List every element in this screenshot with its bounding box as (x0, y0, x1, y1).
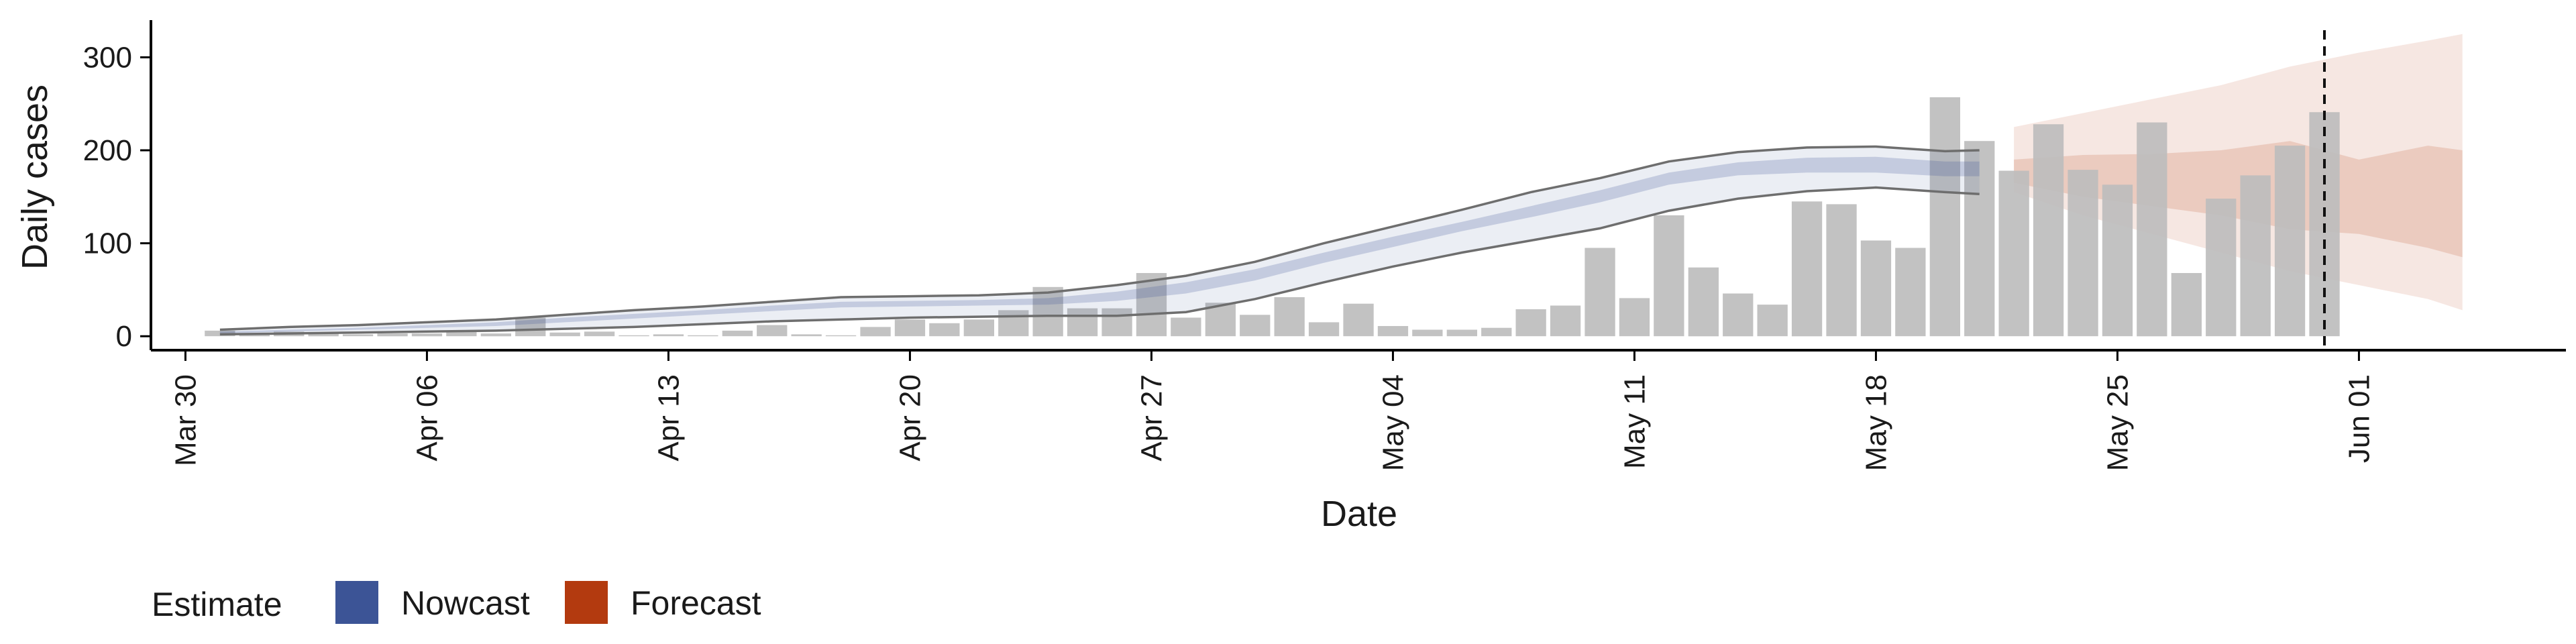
case-bar (688, 335, 718, 337)
case-bar (1688, 267, 1719, 337)
legend-swatch-nowcast (335, 581, 378, 624)
case-bar (1067, 308, 1098, 337)
case-bar (1171, 317, 1201, 337)
nowcast-inner-band (219, 156, 1980, 334)
nowcast-lower-line (219, 186, 1980, 336)
case-bar (377, 333, 408, 337)
case-bar (1757, 305, 1788, 337)
case-bar (894, 319, 926, 337)
case-bar (757, 325, 788, 337)
bars-layer (205, 97, 2340, 337)
case-bar (205, 330, 235, 337)
case-bar (1240, 315, 1271, 337)
case-bar (1860, 240, 1892, 337)
legend: Estimate Nowcast Forecast (152, 581, 761, 624)
case-bar (653, 334, 684, 337)
nowcast-layer (219, 145, 1980, 336)
legend-title: Estimate (152, 586, 282, 623)
case-bar (1964, 141, 1995, 337)
case-bar (515, 317, 546, 337)
case-bar (2137, 122, 2167, 337)
case-bar (1481, 327, 1512, 337)
x-tick-label: Apr 06 (411, 374, 443, 462)
y-axis-title: Daily cases (15, 85, 55, 270)
legend-label-forecast: Forecast (631, 584, 761, 622)
case-bar (825, 335, 857, 337)
nowcast-upper-line (219, 145, 1980, 331)
case-bar (1619, 298, 1650, 337)
case-bar (2171, 273, 2202, 337)
case-bar (1274, 297, 1305, 337)
case-bar (446, 331, 477, 337)
nowcast-outer-band (219, 146, 1980, 335)
case-bar (1895, 248, 1926, 337)
case-bar (791, 334, 822, 337)
x-axis-title: Date (1321, 494, 1397, 534)
case-bar (2274, 146, 2306, 337)
case-bar (308, 333, 339, 337)
case-bar (411, 333, 443, 337)
case-bar (722, 330, 753, 337)
y-tick-label: 200 (83, 134, 132, 167)
x-tick-label: Apr 27 (1135, 374, 1168, 462)
case-bar (1723, 293, 1754, 337)
forecast-layer (2014, 34, 2463, 311)
x-tick-label: May 04 (1377, 374, 1409, 471)
x-tick-label: Apr 20 (894, 374, 926, 462)
forecast-inner-band (2014, 141, 2463, 258)
case-bar (998, 310, 1029, 337)
case-bar (1791, 201, 1823, 337)
case-bar (1102, 308, 1132, 337)
case-bar (1515, 309, 1546, 337)
case-bar (1998, 170, 2029, 337)
x-tick-label: Jun 01 (2343, 374, 2375, 463)
y-tick-label: 0 (116, 320, 132, 353)
case-bar (1308, 322, 1340, 337)
case-bar (860, 327, 891, 337)
case-bar (619, 335, 649, 337)
x-tick-label: May 11 (1618, 374, 1651, 469)
axes-layer: 0 100 200 300 Mar 30 Apr 06 Apr 13 Apr 20 Apr 27… (83, 20, 2566, 471)
case-bar (1550, 305, 1581, 337)
x-tick-label: Apr 13 (652, 374, 685, 462)
y-tick-label: 100 (83, 227, 132, 260)
case-bar (1585, 248, 1615, 337)
case-bar (1654, 215, 1684, 337)
case-bar (2240, 175, 2271, 337)
case-bar (1377, 326, 1409, 337)
legend-swatch-forecast (565, 581, 608, 624)
case-bar (584, 331, 615, 337)
case-bar (342, 334, 374, 337)
x-tick-label: May 25 (2101, 374, 2134, 471)
case-bar (1446, 329, 1477, 337)
case-bar (2102, 184, 2133, 337)
x-tick-label: Mar 30 (169, 374, 202, 466)
case-bar (1032, 286, 1063, 337)
case-bar (1343, 303, 1374, 337)
x-tick-label: May 18 (1860, 374, 1892, 471)
case-bar (1929, 97, 1960, 337)
case-bar (963, 319, 994, 337)
case-bar (2206, 199, 2237, 337)
legend-label-nowcast: Nowcast (401, 584, 530, 622)
case-bar (1826, 204, 1857, 337)
case-bar (480, 333, 511, 337)
forecast-outer-band (2014, 34, 2463, 311)
case-bar (2033, 124, 2064, 337)
case-bar (549, 332, 580, 337)
case-bar (929, 323, 960, 337)
y-tick-label: 300 (83, 41, 132, 74)
case-bar (2068, 170, 2098, 337)
case-bar (1136, 273, 1167, 337)
case-bar (1412, 329, 1443, 337)
